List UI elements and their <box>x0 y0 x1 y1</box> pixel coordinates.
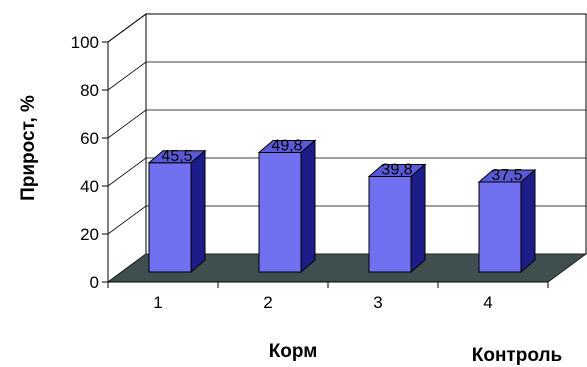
y-tick-label: 80 <box>80 81 99 100</box>
gridline <box>107 13 586 43</box>
bar-front <box>368 175 412 273</box>
gridline <box>107 205 586 235</box>
bar-side <box>300 139 316 274</box>
side-wall <box>107 13 147 283</box>
y-tick-label: 0 <box>90 273 99 292</box>
chart-floor <box>106 42 587 283</box>
data-label: 49,8 <box>271 137 302 154</box>
x-axis-title: Корм <box>269 341 318 362</box>
bar-front <box>258 151 302 273</box>
y-tick-label: 40 <box>80 177 99 196</box>
y-tick-labels: 0 20 40 60 80 100 <box>71 33 108 292</box>
y-tick-label: 100 <box>71 33 99 52</box>
gridline <box>107 157 586 187</box>
bar <box>367 163 427 274</box>
x-tick-label: 3 <box>373 293 382 312</box>
control-label: Контроль <box>472 345 562 366</box>
bar <box>147 149 207 274</box>
chart-walls <box>107 13 587 283</box>
data-label: 45,5 <box>161 148 192 165</box>
x-tick-label: 2 <box>263 293 272 312</box>
bar-side <box>190 149 206 274</box>
y-tick-label: 20 <box>80 225 99 244</box>
bar <box>257 139 317 274</box>
data-labels: 45,5 49,8 39,8 37,5 <box>161 137 522 184</box>
bar-side <box>520 168 536 274</box>
y-axis-title: Прирост, % <box>18 95 39 201</box>
x-tick-label: 4 <box>483 293 492 312</box>
gridlines <box>107 13 586 235</box>
bar-front <box>478 181 522 273</box>
y-tick-label: 60 <box>80 129 99 148</box>
bars <box>147 139 537 274</box>
bar <box>477 168 537 274</box>
x-tick-label: 1 <box>153 293 162 312</box>
bar-front <box>148 162 192 273</box>
bar-side <box>410 163 426 274</box>
x-tick-labels: 1 2 3 4 <box>107 282 549 312</box>
data-label: 39,8 <box>381 161 412 178</box>
gridline <box>107 109 586 139</box>
data-label: 37,5 <box>491 167 522 184</box>
gridline <box>107 61 586 91</box>
